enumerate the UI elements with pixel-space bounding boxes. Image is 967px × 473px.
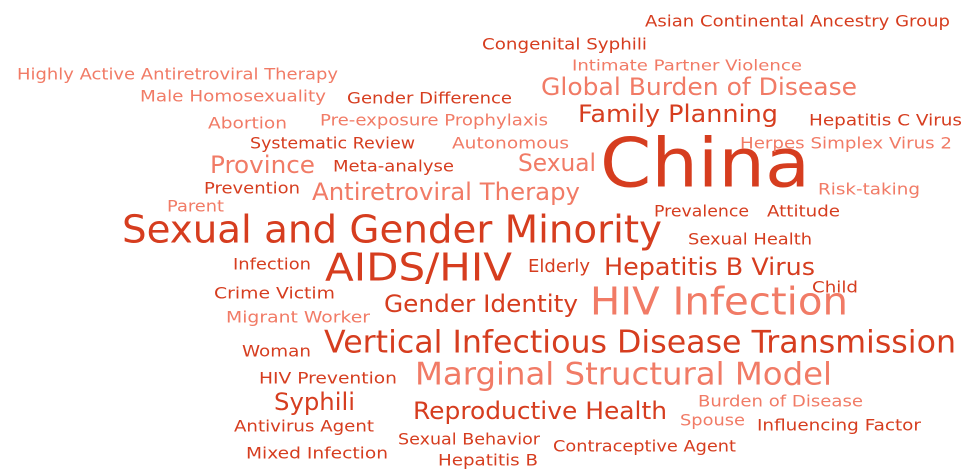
word: Highly Active Antiretroviral Therapy (17, 65, 338, 84)
word: Prevalence (654, 202, 749, 221)
word: Parent (167, 197, 224, 216)
word: HIV Prevention (259, 369, 397, 388)
word: Child (812, 278, 858, 297)
word: Risk-taking (818, 180, 920, 199)
word: Elderly (528, 256, 590, 277)
word: Male Homosexuality (140, 87, 326, 106)
word: Woman (242, 342, 311, 361)
word: Congenital Syphili (482, 35, 647, 54)
word: Marginal Structural Model (415, 357, 832, 393)
word: AIDS/HIV (325, 246, 512, 290)
word: Mixed Infection (246, 444, 388, 463)
word: Sexual Behavior (398, 430, 540, 449)
word: Burden of Disease (698, 392, 863, 411)
word: Systematic Review (250, 134, 415, 153)
word: Meta-analyse (333, 157, 454, 176)
word: HIV Infection (590, 280, 848, 324)
word: Infection (233, 255, 311, 274)
word: Attitude (767, 202, 840, 221)
word: Contraceptive Agent (553, 437, 736, 456)
word: Gender Difference (347, 89, 512, 108)
word: Abortion (208, 114, 287, 133)
word: Pre-exposure Prophylaxis (320, 111, 548, 130)
word: Global Burden of Disease (541, 73, 857, 101)
word: Intimate Partner Violence (572, 57, 802, 75)
word: Antivirus Agent (234, 417, 374, 436)
word: Herpes Simplex Virus 2 (740, 134, 952, 153)
word: China (600, 125, 810, 204)
word: Crime Victim (214, 284, 335, 303)
word: Province (210, 151, 315, 179)
word: Spouse (680, 411, 745, 430)
word: Migrant Worker (226, 308, 370, 327)
word: Autonomous (452, 134, 569, 153)
word: Sexual and Gender Minority (122, 208, 662, 252)
word: Asian Continental Ancestry Group (645, 12, 950, 31)
word: Hepatitis B Virus (604, 253, 815, 281)
word: Sexual Health (688, 230, 812, 249)
word: Gender Identity (384, 290, 578, 318)
word: Influencing Factor (757, 416, 921, 435)
word: Family Planning (578, 100, 778, 128)
word: Sexual (518, 149, 596, 177)
word: Prevention (204, 179, 300, 198)
word: Hepatitis C Virus (809, 111, 962, 130)
word: Syphili (274, 388, 355, 416)
word: Hepatitis B (438, 451, 538, 470)
word: Reproductive Health (413, 397, 667, 425)
word: Vertical Infectious Disease Transmission (324, 325, 956, 361)
word: Antiretroviral Therapy (312, 178, 580, 206)
